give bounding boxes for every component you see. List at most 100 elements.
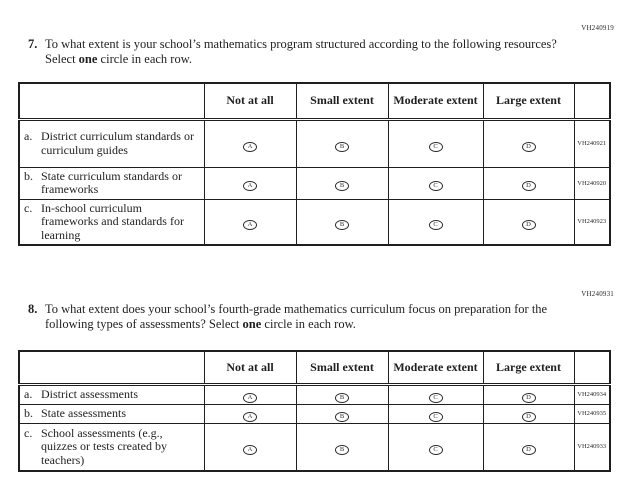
column-header: Moderate extent [387,82,484,121]
answer-bubble-a[interactable]: A [243,141,257,152]
answer-cell: D [482,383,575,405]
row-label: State curriculum standards or frameworks [41,168,182,196]
column-header: Moderate extent [387,350,484,386]
answer-cell: C [387,403,484,424]
question-7-vh-code: VH240919 [581,24,614,32]
table-row: a. District curriculum standards or curri… [18,118,611,168]
question-7-text-before: To what extent is your school’s mathemat… [45,37,557,66]
question-7-text-bold: one [78,51,98,66]
row-label-cell: c. In-school curriculum frameworks and st… [18,198,205,246]
answer-bubble-d[interactable]: D [521,141,536,152]
question-8-text-before: To what extent does your school’s fourth… [45,302,548,331]
answer-cell: C [387,383,484,405]
answer-bubble-a[interactable]: A [243,445,257,455]
answer-bubble-b[interactable]: B [335,181,349,192]
column-header [573,350,611,386]
row-label-cell: a. District curriculum standards or curri… [18,118,205,168]
column-header: Small extent [295,82,389,121]
answer-bubble-d[interactable]: D [521,411,536,422]
row-letter: b. [24,168,33,183]
answer-cell: D [482,166,575,200]
question-7-table: Not at all Small extent Moderate extent Lar… [18,82,611,246]
row-label: School assessments (e.g., quizzes or tes… [41,425,167,467]
answer-bubble-c[interactable]: C [428,411,443,422]
column-header [18,350,205,386]
row-label: District curriculum standards or curricu… [41,129,194,157]
answer-cell: B [295,403,389,424]
answer-bubble-a[interactable]: A [243,181,257,192]
answer-bubble-c[interactable]: C [428,220,443,230]
answer-bubble-b[interactable]: B [335,392,349,403]
row-label-cell: b. State curriculum standards or framewor… [18,166,205,200]
question-7: 7. To what extent is your school’s mathe… [28,37,576,66]
row-label: District assessments [41,386,138,401]
answer-cell: B [295,383,389,405]
answer-bubble-c[interactable]: C [428,445,443,455]
answer-cell: B [295,198,389,246]
table-row: c. In-school curriculum frameworks and st… [18,198,611,246]
question-7-number: 7. [28,37,38,51]
row-vh-code: VH240921 [573,118,611,168]
row-vh-code: VH240934 [573,383,611,405]
row-vh-code: VH240920 [573,166,611,200]
question-7-text: To what extent is your school’s mathemat… [45,37,576,66]
answer-bubble-c[interactable]: C [428,141,443,152]
column-header: Not at all [203,82,297,121]
question-8-text-after: circle in each row. [261,316,356,331]
header-row: Not at all Small extent Moderate extent Lar… [18,350,611,386]
question-8-text: To what extent does your school’s fourth… [45,302,576,331]
answer-bubble-a[interactable]: A [243,220,257,230]
column-header: Not at all [203,350,297,386]
answer-cell: D [482,403,575,424]
column-header: Large extent [482,350,575,386]
answer-bubble-d[interactable]: D [521,445,536,455]
row-letter: c. [24,425,33,440]
answer-bubble-c[interactable]: C [428,181,443,192]
question-8-number: 8. [28,302,38,316]
table-row: c. School assessments (e.g., quizzes or t… [18,422,611,472]
answer-bubble-b[interactable]: B [335,141,349,152]
question-8-vh-code: VH240931 [581,290,614,298]
row-letter: a. [24,129,33,143]
header-row: Not at all Small extent Moderate extent Lar… [18,82,611,121]
answer-cell: B [295,166,389,200]
row-letter: a. [24,386,33,401]
answer-cell: A [203,403,297,424]
row-label-cell: b. State assessments [18,403,205,424]
column-header [18,82,205,121]
question-8-text-bold: one [242,316,262,331]
table-row: a. District assessments A B C D VH240934 [18,383,611,405]
row-label: State assessments [41,405,126,420]
row-label-cell: c. School assessments (e.g., quizzes or t… [18,422,205,472]
row-vh-code: VH240923 [573,198,611,246]
answer-bubble-b[interactable]: B [335,220,349,230]
row-letter: c. [24,200,33,215]
answer-bubble-d[interactable]: D [521,220,536,230]
row-label: In-school curriculum frameworks and stan… [41,200,184,242]
column-header [573,82,611,121]
row-letter: b. [24,405,33,420]
answer-cell: A [203,422,297,472]
answer-bubble-b[interactable]: B [335,411,349,422]
answer-bubble-d[interactable]: D [521,181,536,192]
answer-cell: A [203,118,297,168]
column-header: Large extent [482,82,575,121]
answer-cell: C [387,422,484,472]
answer-cell: B [295,422,389,472]
answer-cell: A [203,383,297,405]
answer-cell: A [203,166,297,200]
answer-cell: B [295,118,389,168]
answer-bubble-d[interactable]: D [521,392,536,403]
question-8: 8. To what extent does your school’s fou… [28,302,576,331]
answer-cell: D [482,118,575,168]
answer-bubble-a[interactable]: A [243,392,257,403]
answer-cell: C [387,118,484,168]
answer-bubble-c[interactable]: C [428,392,443,403]
row-label-cell: a. District assessments [18,383,205,405]
answer-bubble-b[interactable]: B [335,445,349,455]
answer-bubble-a[interactable]: A [243,411,257,422]
answer-cell: D [482,422,575,472]
answer-cell: D [482,198,575,246]
question-7-text-after: circle in each row. [97,51,193,66]
